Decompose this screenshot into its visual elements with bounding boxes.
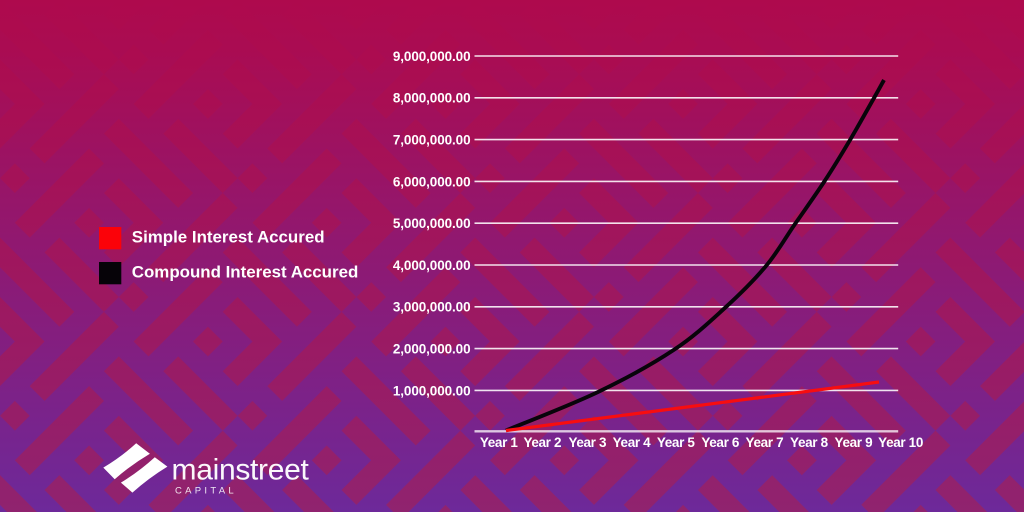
svg-text:Year 2: Year 2	[523, 435, 561, 450]
svg-text:7,000,000.00: 7,000,000.00	[393, 133, 471, 148]
svg-text:Year 1: Year 1	[480, 435, 519, 450]
svg-text:3,000,000.00: 3,000,000.00	[393, 300, 471, 315]
svg-text:Simple Interest Accured: Simple Interest Accured	[132, 227, 325, 246]
svg-text:Year 5: Year 5	[657, 435, 696, 450]
svg-text:Year 10: Year 10	[878, 435, 923, 450]
svg-text:Year 3: Year 3	[568, 435, 607, 450]
svg-text:Year 7: Year 7	[746, 435, 784, 450]
svg-text:2,000,000.00: 2,000,000.00	[393, 342, 471, 357]
svg-text:8,000,000.00: 8,000,000.00	[393, 91, 471, 106]
svg-text:CAPITAL: CAPITAL	[175, 485, 237, 496]
svg-text:Year 6: Year 6	[701, 435, 740, 450]
svg-text:mainstreet: mainstreet	[172, 453, 310, 486]
svg-text:Year 9: Year 9	[835, 435, 873, 450]
svg-text:Year 8: Year 8	[790, 435, 829, 450]
svg-text:1,000,000.00: 1,000,000.00	[393, 383, 471, 398]
svg-text:Year 4: Year 4	[613, 435, 652, 450]
svg-text:9,000,000.00: 9,000,000.00	[393, 49, 471, 64]
svg-text:4,000,000.00: 4,000,000.00	[393, 258, 471, 273]
svg-text:Compound Interest Accured: Compound Interest Accured	[132, 263, 358, 282]
svg-text:6,000,000.00: 6,000,000.00	[393, 174, 471, 189]
svg-text:5,000,000.00: 5,000,000.00	[393, 216, 471, 231]
